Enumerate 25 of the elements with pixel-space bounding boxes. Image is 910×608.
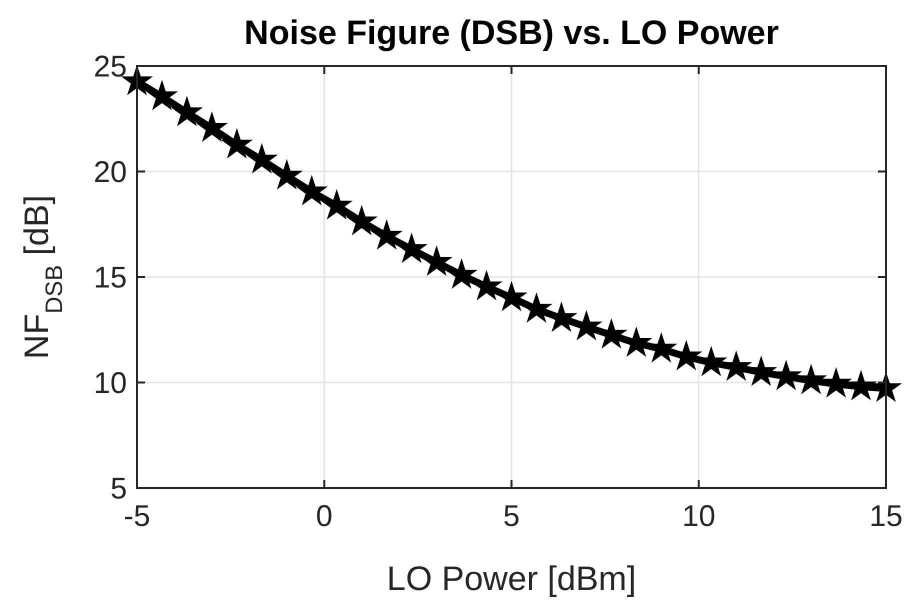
point <box>147 80 177 110</box>
x-axis-title: LO Power [dBm] <box>386 560 636 598</box>
y-tick-label: 20 <box>94 156 127 189</box>
y-tick-label: 10 <box>94 367 127 400</box>
point <box>296 176 327 205</box>
x-tick-label: 15 <box>869 500 903 533</box>
point <box>372 220 402 249</box>
point <box>246 144 277 173</box>
point <box>396 234 427 262</box>
point <box>172 96 202 126</box>
point <box>821 368 852 397</box>
x-tick-label: 10 <box>682 500 716 533</box>
point <box>446 259 477 288</box>
point <box>272 160 302 189</box>
chart-title: Noise Figure (DSB) vs. LO Power <box>244 14 779 52</box>
x-tick-label: 0 <box>316 500 333 533</box>
point <box>846 371 876 400</box>
point <box>196 112 227 142</box>
point <box>222 129 252 158</box>
point <box>871 372 901 402</box>
y-tick-label: 15 <box>94 262 127 294</box>
point <box>322 190 352 219</box>
y-tick-label: 25 <box>94 50 127 84</box>
x-tick-label: 5 <box>503 500 520 533</box>
point <box>346 206 377 235</box>
